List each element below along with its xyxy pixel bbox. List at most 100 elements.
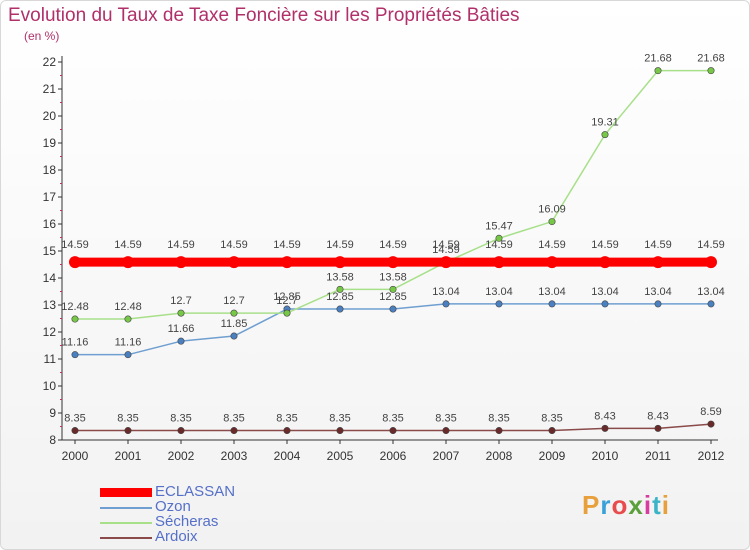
data-label: 14.59 [485,239,513,251]
data-label: 19.31 [591,117,619,129]
data-point [283,427,291,435]
data-label: 15.47 [485,220,513,232]
y-tick-label: 16 [43,217,57,231]
data-point [336,305,344,313]
y-tick-label: 9 [49,406,56,420]
data-point [175,256,187,269]
data-label: 11.16 [115,337,142,349]
data-point [707,420,715,428]
data-point [177,427,185,435]
data-point [230,427,238,435]
data-point [124,315,132,323]
data-label: 8.35 [117,413,138,425]
data-label: 12.85 [379,291,407,303]
data-point [495,427,503,435]
data-label: 13.04 [591,286,619,298]
brand-letter: r [600,490,612,520]
data-point [124,351,132,359]
x-tick-label: 2006 [380,449,407,463]
x-tick-label: 2005 [327,449,354,463]
data-label: 12.48 [114,301,142,313]
data-point [493,256,505,269]
data-point [652,256,664,269]
x-tick-label: 2012 [698,449,725,463]
data-point [654,300,662,308]
y-axis-unit-label: (en %) [24,29,60,43]
x-tick-label: 2010 [592,449,619,463]
x-tick-label: 2001 [115,449,142,463]
data-label: 8.35 [223,413,244,425]
data-point [440,256,452,269]
x-tick-label: 2008 [486,449,513,463]
x-tick-label: 2007 [433,449,460,463]
data-label: 12.48 [61,301,89,313]
data-label: 8.43 [647,410,668,422]
data-label: 8.59 [700,406,721,418]
x-tick-label: 2002 [168,449,195,463]
data-label: 11.85 [221,318,248,330]
legend-label: Sécheras [155,513,219,530]
data-label: 16.09 [538,204,566,216]
data-point [546,256,558,269]
data-label: 14.59 [167,239,195,251]
data-label: 12.85 [273,291,301,303]
legend-swatch [100,522,152,524]
data-point [283,309,291,317]
series-layer [69,67,717,435]
brand-letter: o [611,490,629,520]
data-point [71,315,79,323]
brand-letter: t [652,490,662,520]
data-point [334,256,346,269]
legend-swatch [100,537,152,539]
data-point [548,218,556,226]
data-point [599,256,611,269]
data-label: 14.59 [432,244,460,256]
legend-swatch [100,507,152,509]
data-label: 8.35 [541,413,562,425]
data-label: 8.35 [435,413,456,425]
data-label: 12.85 [326,291,354,303]
data-label: 13.04 [538,286,566,298]
data-label: 14.59 [220,239,248,251]
data-point [707,300,715,308]
data-label: 8.35 [382,413,403,425]
data-point [71,427,79,435]
data-point [124,427,132,435]
brand-letter: i [661,490,670,520]
data-label: 14.59 [114,239,142,251]
y-tick-label: 11 [44,352,57,366]
brand-letter: i [643,490,653,520]
data-label: 14.59 [273,239,301,251]
data-label: 14.59 [432,239,460,251]
data-label: 8.43 [594,410,615,422]
data-label: 8.35 [64,413,85,425]
data-label: 13.04 [697,286,725,298]
data-labels-layer: 14.59 14.59 14.59 14.59 14.59 14.59 14.59 14.59… [61,53,725,425]
chart-title: Evolution du Taux de Taxe Foncière sur l… [8,5,520,26]
data-point [389,285,397,293]
data-point [495,234,503,242]
data-point [122,256,134,269]
data-point [705,256,717,269]
y-tick-label: 13 [43,298,57,312]
y-tick-label: 12 [43,325,57,339]
data-point [230,309,238,317]
data-point [442,300,450,308]
legend-label: Ardoix [155,528,198,545]
data-point [71,351,79,359]
data-point [387,256,399,269]
data-point [707,67,715,75]
y-tick-label: 15 [43,244,57,258]
y-tick-label: 17 [43,190,57,204]
x-tick-label: 2009 [539,449,566,463]
data-label: 12.7 [170,295,191,307]
data-point [281,256,293,269]
data-point [177,309,185,317]
data-label: 11.16 [62,337,89,349]
data-label: 14.59 [326,239,354,251]
data-point [228,256,240,269]
data-point [601,424,609,432]
data-label: 12.7 [223,295,244,307]
data-label: 8.35 [276,413,297,425]
